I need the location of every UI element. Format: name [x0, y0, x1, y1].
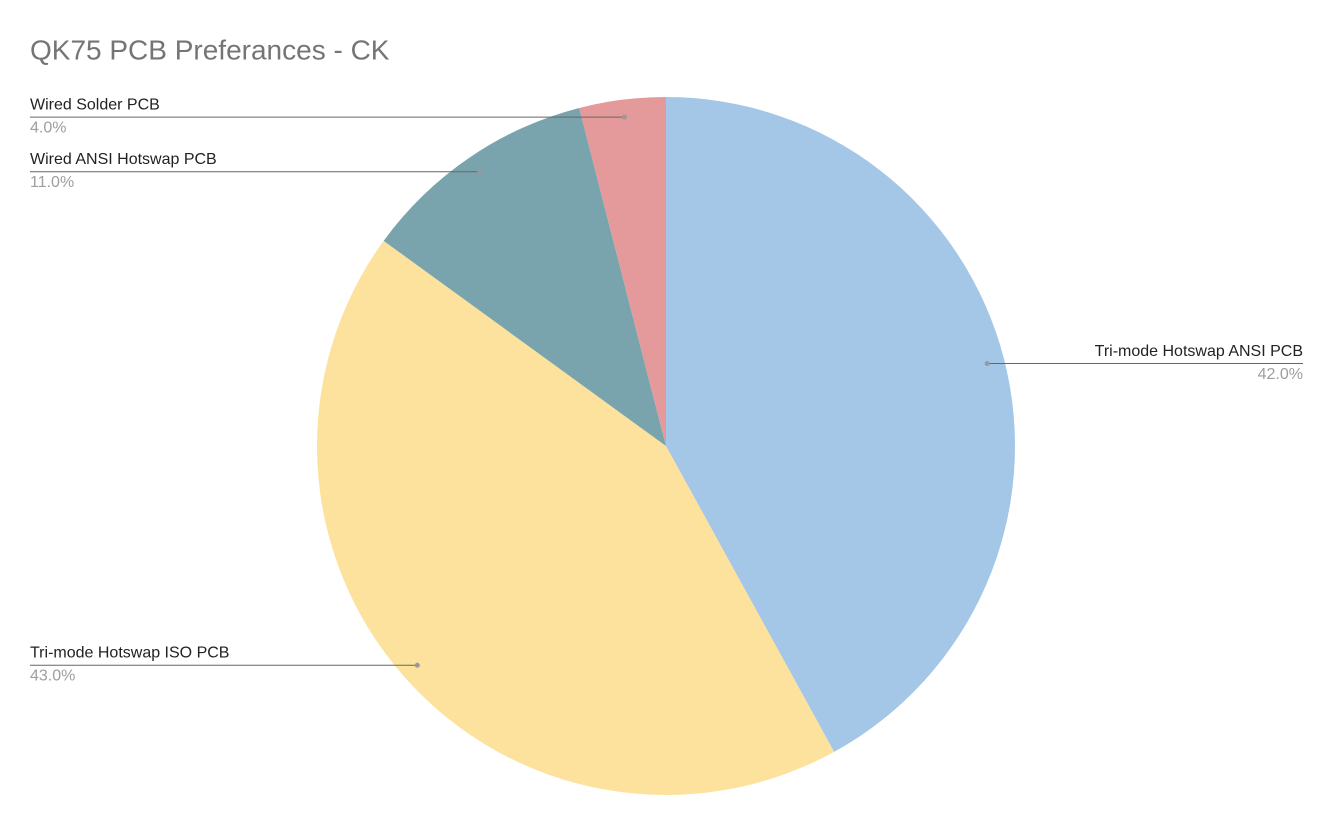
pie-slice [316, 240, 835, 796]
slice-value-label: 4.0% [30, 119, 66, 136]
leader-dot [984, 361, 990, 367]
leader-dot [414, 662, 420, 668]
chart-title: QK75 PCB Preferances - CK [30, 34, 390, 65]
slice-value-label: 11.0% [30, 174, 74, 191]
leader-dot [621, 114, 627, 120]
pie-slice [383, 107, 666, 446]
slice-label: Wired Solder PCB [30, 96, 160, 113]
pie-slice [579, 97, 666, 446]
slice-value-label: 42.0% [1258, 366, 1303, 383]
slice-value-label: 43.0% [30, 667, 75, 684]
slice-label: Tri-mode Hotswap ANSI PCB [1095, 343, 1303, 360]
leader-dot [477, 169, 483, 175]
pie-slice [666, 97, 1016, 752]
slice-label: Tri-mode Hotswap ISO PCB [30, 644, 229, 661]
slice-label: Wired ANSI Hotswap PCB [30, 151, 217, 168]
